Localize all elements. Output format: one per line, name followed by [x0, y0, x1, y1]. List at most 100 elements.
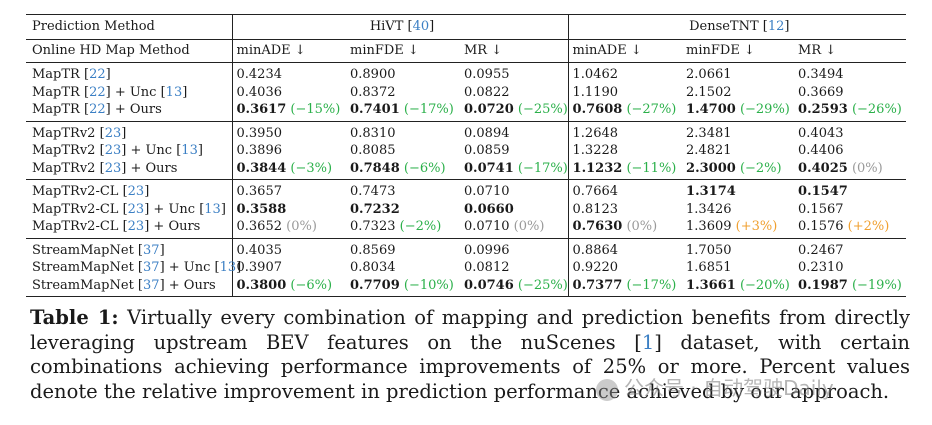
method-name-cell: MapTR [22] + Ours	[32, 102, 162, 117]
metric-cell: 2.3000 (−2%)	[682, 160, 794, 180]
percent-change: (−11%)	[626, 160, 677, 176]
metric-cell: 0.9220	[567, 259, 683, 277]
metric-value: 0.0746	[464, 277, 514, 293]
metric-value: 0.8569	[350, 242, 396, 258]
metric-cell: 1.0462	[567, 62, 683, 84]
metric-cell: 1.3661 (−20%)	[682, 276, 795, 297]
table-row: MapTRv2 [23] + Ours 0.3844 (−3%) 0.7848 (−…	[26, 159, 906, 180]
metric-value: 2.0661	[686, 67, 732, 82]
citation-link[interactable]: 13	[219, 260, 237, 275]
citation-link[interactable]: 37	[143, 260, 160, 275]
percent-change: (−15%)	[290, 102, 341, 117]
metric-cell: 2.3481	[682, 120, 795, 142]
percent-change: (−6%)	[403, 160, 446, 176]
percent-change: (−17%)	[403, 102, 454, 117]
percent-change: (−27%)	[626, 102, 677, 117]
percent-change: (0%)	[851, 160, 883, 176]
table-header-row-2: Online HD Map Method minADE ↓ minFDE ↓ M…	[26, 39, 907, 63]
table-row: StreamMapNet [37] 0.4035 0.8569 0.0996 0.886…	[26, 237, 907, 259]
metric-cell: 0.8372	[346, 84, 460, 102]
table-row: StreamMapNet [37] + Ours 0.3800 (−6%) 0.77…	[26, 276, 907, 297]
citation-link[interactable]: 23	[104, 143, 122, 158]
table-row: MapTR [22] 0.4234 0.8900 0.0955 1.0462 2.0661…	[26, 62, 907, 84]
percent-change: (−3%)	[290, 160, 333, 176]
metric-cell: 0.3494	[794, 62, 907, 84]
citation-link[interactable]: 13	[181, 143, 198, 158]
metric-cell: 0.3907	[231, 259, 346, 277]
citation-link[interactable]: 13	[165, 84, 183, 100]
table-body: MapTR [22] 0.4234 0.8900 0.0955 1.0462 2.0661…	[26, 62, 907, 297]
method-name-cell: MapTRv2 [23]	[26, 120, 232, 142]
method-name-cell: MapTR [22]	[26, 62, 232, 84]
citation-link[interactable]: 22	[89, 84, 106, 100]
citation-link[interactable]: 23	[104, 160, 122, 176]
metric-value: 0.4234	[236, 67, 283, 82]
metric-value: 1.3661	[686, 277, 736, 293]
citation-link[interactable]: 23	[127, 201, 145, 217]
citation-link[interactable]: 37	[143, 242, 160, 258]
percent-change: (−26%)	[851, 102, 902, 117]
method-name-cell: MapTRv2-CL [23] + Unc [13]	[32, 201, 226, 217]
method-name-cell: MapTRv2-CL [23]	[26, 179, 232, 201]
citation-link[interactable]: 40	[412, 19, 430, 34]
watermark: 公众号 · 自动驾驶Daily	[596, 372, 834, 401]
metric-value: 0.3896	[236, 143, 283, 158]
metric-cell: 0.7232	[346, 201, 460, 219]
method-name-cell: MapTRv2 [23] + Ours	[32, 160, 178, 176]
table-row: MapTRv2-CL [23] + Ours 0.3652 (0%) 0.7323 …	[26, 218, 906, 238]
method-name-cell: MapTRv2 [23] + Unc [13]	[32, 143, 203, 158]
metric-cell: 0.0822	[460, 84, 568, 102]
citation-link[interactable]: 13	[204, 201, 221, 217]
citation-link[interactable]: 22	[89, 67, 106, 82]
citation-link[interactable]: 23	[127, 219, 145, 234]
citation-link[interactable]: 12	[767, 19, 785, 34]
method-suffix: + Ours	[149, 219, 201, 234]
metric-value: 0.3800	[236, 277, 287, 293]
metric-value: 2.4821	[686, 143, 732, 158]
percent-change: (+3%)	[735, 219, 778, 234]
metric-value: 0.0720	[464, 102, 514, 117]
metric-cell: 0.3617 (−15%)	[231, 101, 346, 121]
column-header: Online HD Map Method	[26, 39, 232, 63]
citation-link[interactable]: 37	[143, 277, 160, 293]
metric-cell: 1.3174	[682, 179, 795, 201]
column-header: minFDE ↓	[682, 39, 795, 63]
citation-link[interactable]: 23	[104, 125, 122, 141]
column-header: minFDE ↓	[346, 39, 460, 63]
metric-value: 0.7848	[350, 160, 400, 176]
method-name-cell: StreamMapNet [37]	[26, 237, 232, 259]
metric-value: 0.8123	[572, 201, 619, 217]
metric-value: 0.7323	[350, 219, 396, 234]
metric-cell: 0.4043	[794, 120, 907, 142]
method-name: MapTRv2	[32, 125, 96, 141]
table-row: StreamMapNet [37] + Unc [13] 0.3907 0.8034…	[26, 259, 906, 277]
method-name: MapTR	[32, 84, 80, 100]
metric-cell: 0.7848 (−6%)	[346, 160, 460, 180]
table-row: MapTRv2 [23] + Unc [13] 0.3896 0.8085 0.085…	[26, 142, 906, 160]
column-header: minADE ↓	[567, 39, 683, 63]
metric-value: 0.0710	[464, 219, 510, 234]
metric-cell: 0.1987 (−19%)	[794, 276, 907, 297]
metric-cell: 0.4035	[231, 237, 346, 259]
method-name: MapTR	[32, 102, 80, 117]
metric-cell: 1.1232 (−11%)	[567, 159, 683, 180]
percent-change: (−2%)	[739, 160, 782, 176]
citation-link[interactable]: 23	[127, 184, 145, 199]
citation-link[interactable]: 22	[89, 102, 106, 117]
metric-value: 0.8900	[350, 67, 396, 82]
percent-change: (0%)	[513, 219, 545, 234]
prediction-method-header: Prediction Method	[26, 14, 232, 40]
method-suffix: + Ours	[126, 160, 178, 176]
method-suffix: + Ours	[164, 277, 216, 293]
metric-cell: 1.2648	[567, 120, 683, 142]
metric-cell: 0.3588	[231, 200, 346, 218]
metric-value: 0.3652	[236, 219, 283, 234]
table-row: MapTRv2-CL [23] 0.3657 0.7473 0.0710 0.7664 1…	[26, 179, 907, 201]
metric-value: 0.7401	[350, 102, 400, 117]
metric-cell: 0.7664	[567, 179, 683, 201]
citation-link[interactable]: 1	[641, 330, 655, 354]
table-row: MapTR [22] + Unc [13] 0.4036 0.8372 0.0822 1…	[26, 83, 906, 102]
metric-cell: 0.0660	[460, 201, 568, 219]
metric-cell: 0.3950	[231, 120, 346, 142]
table-row: MapTR [22] + Ours 0.3617 (−15%) 0.7401 (−1…	[26, 101, 906, 121]
